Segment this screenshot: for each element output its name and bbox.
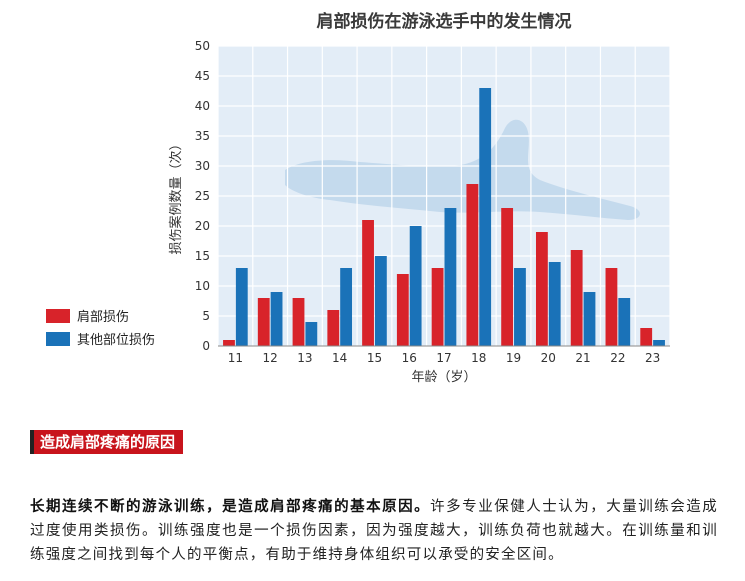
bar-other <box>653 340 665 346</box>
bar-other <box>479 88 492 346</box>
bar-shoulder <box>640 328 653 346</box>
y-tick-label: 0 <box>202 339 210 353</box>
x-tick-label: 17 <box>436 351 451 365</box>
legend-swatch <box>46 309 70 323</box>
y-axis-label: 损伤案例数量（次） <box>168 137 184 254</box>
bar-shoulder <box>431 268 444 346</box>
article-body: 许多专业保健人士认为，大量训练会造成过度使用类损伤。训练强度也是一个损伤因素，因… <box>30 498 718 563</box>
bar-other <box>305 322 318 346</box>
y-tick-label: 15 <box>195 249 210 263</box>
bar-shoulder <box>501 208 514 346</box>
section-heading: 造成肩部疼痛的原因 <box>30 430 184 454</box>
bar-shoulder <box>535 232 548 346</box>
x-tick-label: 12 <box>263 351 278 365</box>
bar-other <box>548 262 561 346</box>
x-tick-label: 13 <box>297 351 312 365</box>
legend-swatch <box>46 332 70 346</box>
x-tick-label: 20 <box>541 351 556 365</box>
x-tick-label: 18 <box>471 351 486 365</box>
bar-other <box>514 268 526 346</box>
bar-shoulder <box>223 340 235 346</box>
y-tick-label: 10 <box>195 279 210 293</box>
x-tick-label: 15 <box>367 351 382 365</box>
x-tick-label: 19 <box>506 351 521 365</box>
bar-chart: 0 5 10 15 20 25 30 35 40 45 50 11 12 13 14 15 16 17 18 19 20… <box>46 11 671 385</box>
bar-other <box>409 226 422 346</box>
y-tick-label: 20 <box>195 219 210 233</box>
y-tick-label: 50 <box>195 39 210 53</box>
bar-other <box>374 256 387 346</box>
chart-container: 0 5 10 15 20 25 30 35 40 45 50 11 12 13 14 15 16 17 18 19 20… <box>46 11 671 385</box>
bar-shoulder <box>327 310 340 346</box>
article-lead: 长期连续不断的游泳训练，是造成肩部疼痛的基本原因。 <box>30 498 431 515</box>
y-tick-label: 45 <box>195 69 210 83</box>
x-axis-label: 年龄（岁） <box>411 370 476 385</box>
x-tick-label: 23 <box>645 351 660 365</box>
swimmer-silhouette <box>285 119 640 220</box>
chart-title: 肩部损伤在游泳选手中的发生情况 <box>317 11 572 32</box>
bar-shoulder <box>257 298 270 346</box>
x-tick-label: 16 <box>402 351 417 365</box>
x-tick-label: 14 <box>332 351 347 365</box>
bar-shoulder <box>292 298 305 346</box>
article-paragraph: 长期连续不断的游泳训练，是造成肩部疼痛的基本原因。许多专业保健人士认为，大量训练… <box>30 495 718 567</box>
bar-shoulder <box>605 268 618 346</box>
y-tick-label: 25 <box>195 189 210 203</box>
y-tick-label: 30 <box>195 159 210 173</box>
y-tick-label: 40 <box>195 99 210 113</box>
bar-other <box>270 292 283 346</box>
bar-other <box>235 268 248 346</box>
bar-shoulder <box>570 250 583 346</box>
bar-shoulder <box>396 274 409 346</box>
legend-label: 肩部损伤 <box>77 309 129 325</box>
bar-other <box>618 298 631 346</box>
y-tick-label: 35 <box>195 129 210 143</box>
x-tick-label: 22 <box>610 351 625 365</box>
x-tick-label: 11 <box>228 351 243 365</box>
bar-shoulder <box>466 184 479 346</box>
x-tick-label: 21 <box>575 351 590 365</box>
bar-other <box>583 292 596 346</box>
bar-other <box>444 208 457 346</box>
bar-other <box>340 268 353 346</box>
bar-shoulder <box>362 220 374 346</box>
legend-label: 其他部位损伤 <box>77 333 155 348</box>
y-tick-label: 5 <box>202 309 210 323</box>
